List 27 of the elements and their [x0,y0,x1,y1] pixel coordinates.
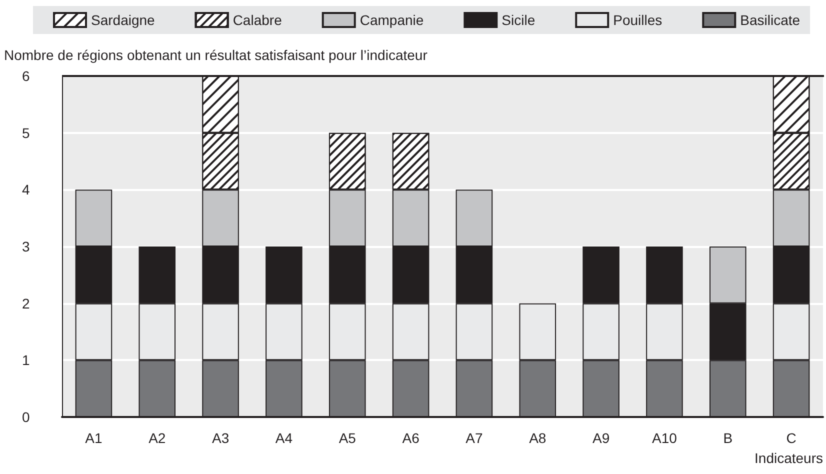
legend-label: Sardaigne [91,12,156,28]
legend-label: Calabre [232,12,282,28]
legend-label: Campanie [360,12,424,28]
legend-label: Basilicate [740,12,800,28]
y-tick-label: 5 [22,124,30,141]
y-axis-title: Nombre de régions obtenant un résultat satisfaisant pour l’indicateur [4,47,428,63]
x-tick-label: C [786,430,796,446]
x-tick-label: A5 [338,430,356,446]
legend-label: Sicile [502,12,536,28]
x-tick-label: A7 [466,430,483,446]
y-tick-label: 0 [22,409,30,425]
x-tick-label: A2 [148,430,166,446]
x-tick-label: B [723,430,733,446]
x-axis-title: Indicateurs [754,450,823,466]
x-tick-label: A10 [652,430,678,446]
y-tick-label: 6 [22,68,30,84]
x-tick-label: A4 [275,430,293,446]
x-tick-label: A9 [592,430,610,446]
y-tick-label: 1 [22,352,30,368]
x-tick-label: A6 [402,430,420,446]
y-tick-label: 4 [22,182,30,198]
legend-label: Pouilles [613,12,662,28]
x-tick-label: A8 [529,430,546,446]
x-tick-label: A3 [212,430,230,446]
y-tick-label: 3 [22,238,30,254]
y-tick-label: 2 [22,295,30,312]
x-tick-label: A1 [85,430,102,446]
